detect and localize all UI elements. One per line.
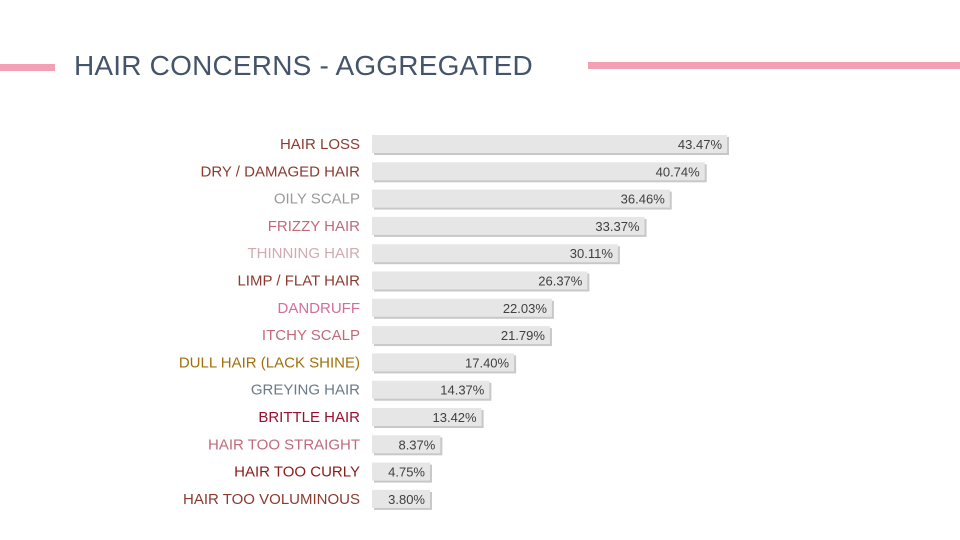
bar <box>372 135 727 153</box>
value-label: 40.74% <box>656 164 701 179</box>
bar <box>372 435 441 454</box>
accent-line-right <box>588 62 960 69</box>
category-label: HAIR TOO STRAIGHT <box>208 436 360 453</box>
category-label: THINNING HAIR <box>248 245 361 262</box>
bar <box>372 216 645 235</box>
category-label: HAIR LOSS <box>280 136 360 153</box>
value-label: 22.03% <box>503 301 548 316</box>
category-label: OILY SCALP <box>274 191 360 208</box>
value-label: 4.75% <box>388 465 425 480</box>
category-label: HAIR TOO CURLY <box>234 464 360 481</box>
accent-line-left <box>0 64 55 71</box>
value-label: 8.37% <box>398 437 435 452</box>
category-label: LIMP / FLAT HAIR <box>237 273 360 290</box>
value-label: 13.42% <box>433 410 478 425</box>
page-title: HAIR CONCERNS - AGGREGATED <box>74 50 533 81</box>
bar <box>372 353 515 372</box>
value-label: 26.37% <box>538 274 583 289</box>
value-label: 36.46% <box>621 192 666 207</box>
value-label: 43.47% <box>678 137 723 152</box>
category-label: ITCHY SCALP <box>262 327 360 344</box>
bar <box>372 244 618 263</box>
bar <box>372 189 670 208</box>
bar <box>372 489 430 508</box>
value-label: 33.37% <box>595 219 640 234</box>
bar <box>372 408 482 426</box>
category-label: DRY / DAMAGED HAIR <box>201 163 361 180</box>
category-label: BRITTLE HAIR <box>258 409 360 426</box>
bar <box>372 298 552 317</box>
category-label: HAIR TOO VOLUMINOUS <box>183 491 360 508</box>
bar <box>372 326 550 345</box>
bar <box>372 380 490 399</box>
value-label: 21.79% <box>501 328 546 343</box>
bar <box>372 162 705 181</box>
category-label: DULL HAIR (LACK SHINE) <box>179 354 360 371</box>
value-label: 3.80% <box>388 492 425 507</box>
bar <box>372 271 588 290</box>
value-label: 30.11% <box>570 246 614 261</box>
category-label: GREYING HAIR <box>251 382 360 399</box>
category-label: DANDRUFF <box>278 300 361 317</box>
category-label: FRIZZY HAIR <box>268 218 360 235</box>
value-label: 17.40% <box>465 355 510 370</box>
value-label: 14.37% <box>440 383 485 398</box>
bar <box>372 462 430 481</box>
